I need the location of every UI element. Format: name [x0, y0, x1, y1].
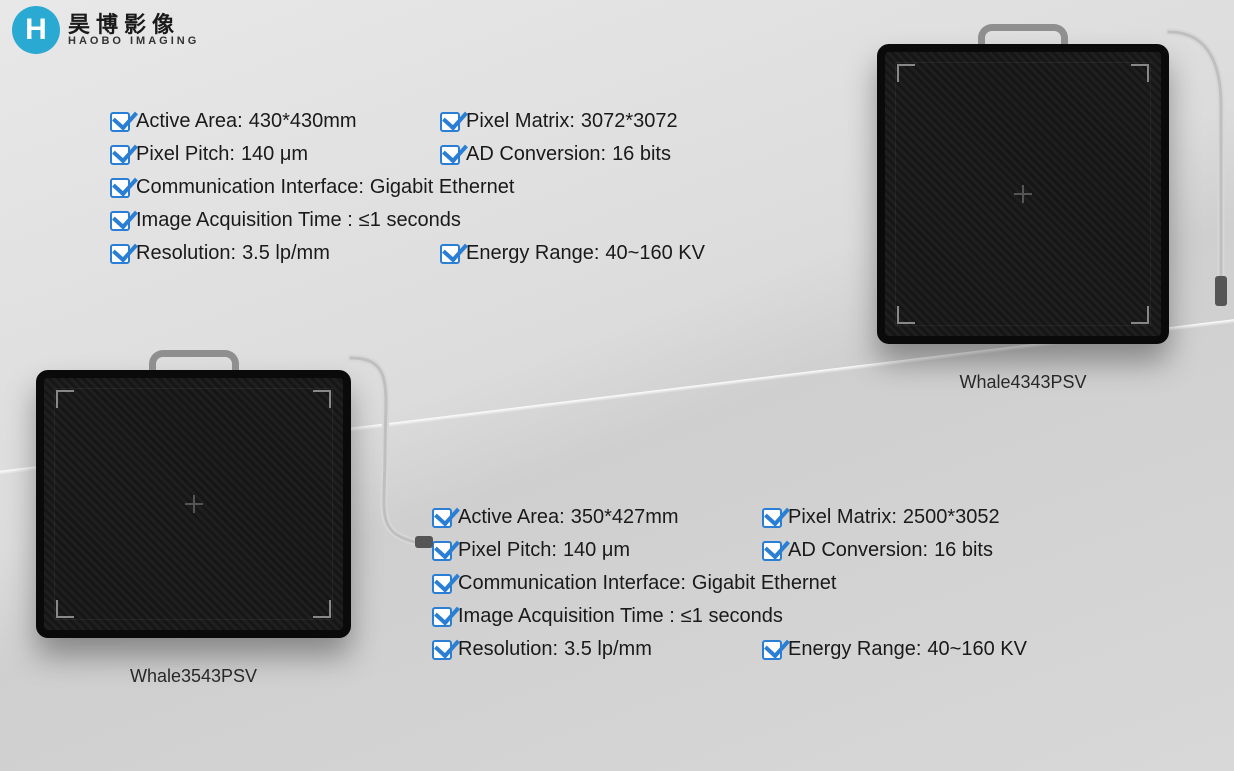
- spec-value: 140 μm: [241, 143, 308, 166]
- check-icon: [762, 508, 782, 528]
- spec-value: Gigabit Ethernet: [692, 572, 837, 595]
- check-icon: [110, 145, 130, 165]
- check-icon: [432, 640, 452, 660]
- brand-logo-mark: H: [12, 6, 60, 54]
- spec-value: ≤1 seconds: [359, 209, 461, 232]
- check-icon: [110, 211, 130, 231]
- brand-name-en: HAOBO IMAGING: [68, 36, 199, 48]
- spec-item: Pixel Pitch: 140 μm: [432, 539, 752, 562]
- spec-label: Resolution:: [458, 638, 558, 661]
- cable-icon: [345, 352, 435, 582]
- product-panel-bottom: Whale3543PSV: [36, 370, 351, 687]
- spec-value: 350*427mm: [571, 506, 679, 529]
- spec-item: Communication Interface: Gigabit Etherne…: [432, 572, 836, 595]
- spec-label: Resolution:: [136, 242, 236, 265]
- spec-item: Image Acquisition Time : ≤1 seconds: [432, 605, 783, 628]
- spec-label: Image Acquisition Time :: [136, 209, 353, 232]
- spec-item: Energy Range: 40~160 KV: [440, 242, 705, 265]
- check-icon: [440, 112, 460, 132]
- check-icon: [440, 244, 460, 264]
- brand-logo: H 昊博影像 HAOBO IMAGING: [12, 6, 199, 54]
- spec-value: 16 bits: [612, 143, 671, 166]
- spec-value: 3072*3072: [581, 110, 678, 133]
- check-icon: [432, 508, 452, 528]
- spec-label: Image Acquisition Time :: [458, 605, 675, 628]
- spec-label: Communication Interface:: [136, 176, 364, 199]
- spec-label: Pixel Pitch:: [136, 143, 235, 166]
- product-name-top: Whale4343PSV: [959, 372, 1086, 393]
- spec-label: Pixel Matrix:: [466, 110, 575, 133]
- spec-label: Pixel Matrix:: [788, 506, 897, 529]
- spec-label: Pixel Pitch:: [458, 539, 557, 562]
- spec-label: AD Conversion:: [788, 539, 928, 562]
- brand-logo-letter: H: [25, 13, 47, 47]
- check-icon: [432, 574, 452, 594]
- spec-value: 40~160 KV: [927, 638, 1027, 661]
- spec-item: Resolution: 3.5 lp/mm: [432, 638, 752, 661]
- check-icon: [110, 112, 130, 132]
- product-panel-top: Whale4343PSV: [877, 44, 1169, 393]
- specs-block-top: Active Area: 430*430mm Pixel Matrix: 307…: [110, 110, 705, 275]
- check-icon: [432, 607, 452, 627]
- spec-item: Resolution: 3.5 lp/mm: [110, 242, 430, 265]
- check-icon: [762, 541, 782, 561]
- spec-label: Active Area:: [136, 110, 243, 133]
- spec-value: Gigabit Ethernet: [370, 176, 515, 199]
- spec-item: AD Conversion: 16 bits: [762, 539, 993, 562]
- spec-value: 430*430mm: [249, 110, 357, 133]
- spec-value: 140 μm: [563, 539, 630, 562]
- spec-label: Energy Range:: [466, 242, 599, 265]
- spec-item: Pixel Matrix: 2500*3052: [762, 506, 1000, 529]
- spec-value: ≤1 seconds: [681, 605, 783, 628]
- product-name-bottom: Whale3543PSV: [130, 666, 257, 687]
- spec-item: Active Area: 430*430mm: [110, 110, 430, 133]
- spec-value: 3.5 lp/mm: [564, 638, 652, 661]
- check-icon: [440, 145, 460, 165]
- spec-label: AD Conversion:: [466, 143, 606, 166]
- check-icon: [432, 541, 452, 561]
- spec-item: AD Conversion: 16 bits: [440, 143, 671, 166]
- spec-label: Communication Interface:: [458, 572, 686, 595]
- spec-item: Pixel Pitch: 140 μm: [110, 143, 430, 166]
- spec-value: 16 bits: [934, 539, 993, 562]
- spec-item: Active Area: 350*427mm: [432, 506, 752, 529]
- check-icon: [762, 640, 782, 660]
- spec-item: Image Acquisition Time : ≤1 seconds: [110, 209, 461, 232]
- spec-label: Energy Range:: [788, 638, 921, 661]
- spec-item: Pixel Matrix: 3072*3072: [440, 110, 678, 133]
- brand-name-cn: 昊博影像: [68, 13, 199, 36]
- check-icon: [110, 178, 130, 198]
- spec-value: 3.5 lp/mm: [242, 242, 330, 265]
- spec-value: 40~160 KV: [605, 242, 705, 265]
- brand-logo-text: 昊博影像 HAOBO IMAGING: [68, 13, 199, 48]
- cable-icon: [1163, 26, 1233, 336]
- spec-label: Active Area:: [458, 506, 565, 529]
- detector-panel: [36, 370, 351, 638]
- specs-block-bottom: Active Area: 350*427mm Pixel Matrix: 250…: [432, 506, 1027, 671]
- spec-item: Communication Interface: Gigabit Etherne…: [110, 176, 514, 199]
- detector-panel: [877, 44, 1169, 344]
- check-icon: [110, 244, 130, 264]
- spec-item: Energy Range: 40~160 KV: [762, 638, 1027, 661]
- spec-value: 2500*3052: [903, 506, 1000, 529]
